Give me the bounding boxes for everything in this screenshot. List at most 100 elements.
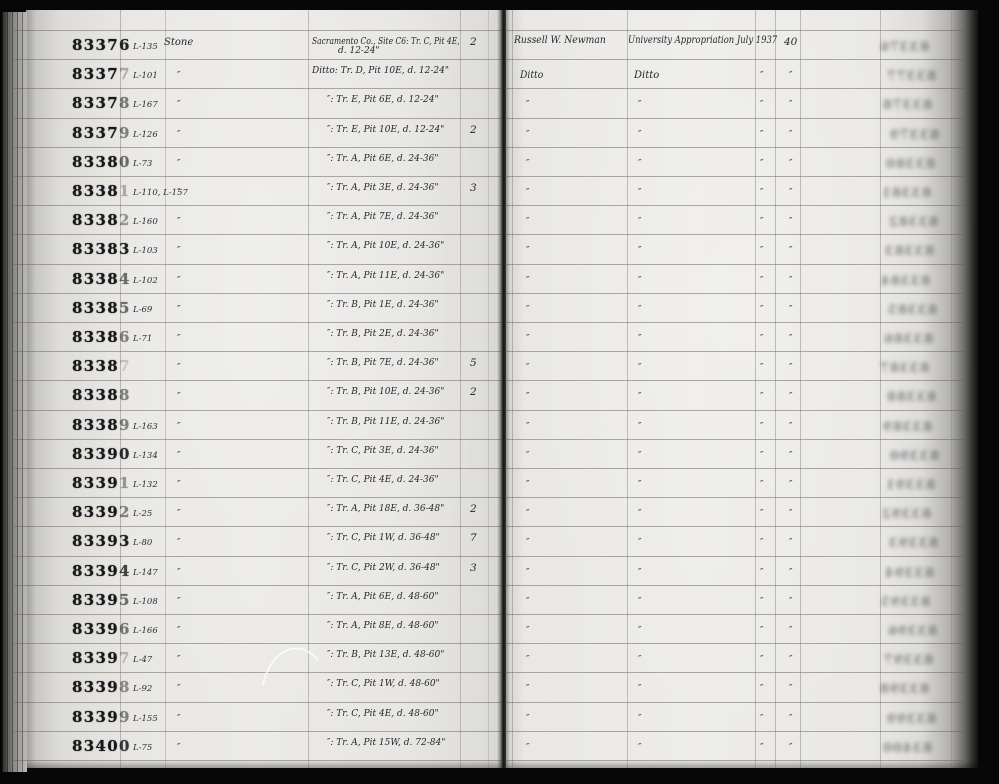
column8-ditto-mark: ″ (789, 479, 793, 490)
ledger-number-stamp: 83391 (72, 474, 131, 492)
ledger-number-faded-digit: 0 (118, 152, 131, 171)
column7-ditto-mark: ″ (760, 420, 764, 432)
description: ″: Tr. A, Pit 7E, d. 24-36" (327, 212, 439, 223)
acquisition-ditto-mark: ″ (638, 654, 642, 666)
description: ″: Tr. B, Pit 11E, d. 24-36" (327, 416, 445, 427)
collector-ditto-mark: ″ (526, 216, 530, 228)
ledger-number: 8340 (72, 736, 119, 755)
column7-ditto-mark: ″ (760, 245, 764, 257)
column7-ditto-mark: ″ (760, 625, 764, 636)
column7-ditto-mark: ″ (760, 362, 764, 374)
collector-ditto-mark: ″ (526, 683, 530, 695)
catalog-number: L-155 (133, 713, 158, 724)
ledger-number-faded-digit: 7 (118, 65, 131, 84)
column7-ditto-mark: ″ (760, 128, 764, 140)
ledger-number-faded-digit: 6 (118, 328, 131, 346)
ledger-number-stamp: 83377 (72, 65, 131, 83)
horizontal-rule-line (12, 497, 964, 499)
collector-ditto-mark: ″ (526, 362, 530, 374)
catalog-number: L-126 (133, 129, 158, 140)
ledger-number-faded-digit: 6 (118, 620, 131, 638)
acquisition-ditto-mark: ″ (638, 712, 642, 724)
ink-transfer-smudge: 83392 (881, 507, 932, 523)
ledger-number-faded-digit: 0 (118, 444, 131, 463)
ink-transfer-smudge: 83387 (879, 361, 930, 377)
ledger-number-faded-digit: 9 (118, 123, 131, 142)
acquisition-ditto-mark: ″ (638, 625, 642, 636)
collector-ditto-mark: ″ (526, 566, 530, 578)
ink-transfer-smudge: 83399 (886, 711, 937, 727)
ink-transfer-smudge: 83388 (886, 390, 937, 406)
horizontal-rule-line (12, 526, 964, 528)
ledger-number-faded-digit: 7 (118, 649, 131, 668)
ledger-number: 8339 (72, 532, 119, 551)
vertical-rule-line (308, 10, 309, 768)
catalog-number: L-102 (133, 275, 158, 286)
description: ″: Tr. E, Pit 6E, d. 12-24" (327, 95, 439, 106)
catalog-number: L-25 (133, 509, 153, 520)
vertical-rule-line (800, 10, 801, 768)
column8-ditto-mark: ″ (789, 216, 793, 228)
ledger-number-stamp: 83392 (72, 503, 131, 521)
column8-ditto-mark: ″ (789, 566, 793, 578)
object-ditto-mark: ″ (177, 128, 181, 140)
ink-transfer-smudge: 83383 (884, 244, 935, 260)
horizontal-rule-line (12, 672, 964, 674)
acquisition-ditto-mark: ″ (638, 333, 642, 344)
ledger-number-stamp: 83376 (72, 36, 131, 54)
ink-transfer-smudge: 83389 (882, 419, 933, 435)
object-ditto-mark: ″ (177, 712, 181, 724)
description: ″: Tr. C, Pit 1W, d. 36-48" (327, 533, 440, 544)
count: 5 (470, 357, 477, 370)
acquisition-source: Ditto (634, 70, 660, 82)
ink-transfer-smudge: 83395 (880, 594, 931, 610)
horizontal-rule-line (12, 234, 964, 236)
vertical-rule-line (460, 10, 461, 768)
horizontal-rule-line (12, 760, 964, 761)
ledger-number-stamp: 83387 (72, 357, 131, 375)
object-ditto-mark: ″ (177, 157, 181, 169)
object-ditto-mark: ″ (177, 216, 181, 228)
ledger-number-faded-digit: 4 (118, 269, 131, 288)
catalog-number: L-147 (133, 567, 158, 578)
column8-ditto-mark: ″ (789, 625, 793, 636)
ink-transfer-smudge: 83391 (885, 478, 936, 493)
vertical-rule-line (880, 10, 881, 768)
column8-ditto-mark: ″ (789, 70, 793, 82)
ledger-number: 8339 (72, 678, 119, 697)
catalog-number: L-75 (133, 742, 153, 753)
object-ditto-mark: ″ (177, 508, 181, 520)
acquisition-ditto-mark: ″ (638, 537, 642, 549)
collector-ditto-mark: ″ (526, 333, 530, 344)
acquisition-ditto-mark: ″ (638, 157, 642, 169)
catalog-number: L-71 (133, 334, 153, 344)
catalog-number: L-103 (133, 246, 158, 257)
ledger-number-faded-digit: 2 (118, 503, 131, 522)
collector-ditto-mark: ″ (526, 303, 530, 315)
horizontal-rule-line (12, 146, 964, 148)
collector-ditto-mark: ″ (526, 187, 530, 198)
ledger-number-stamp: 83385 (72, 299, 131, 317)
collector-ditto-mark: ″ (526, 99, 530, 111)
ink-transfer-smudge: 83396 (887, 624, 938, 639)
ink-transfer-smudge: 83397 (883, 653, 934, 669)
count: 2 (470, 503, 477, 516)
column7-ditto-mark: ″ (760, 99, 764, 111)
description: ″: Tr. C, Pit 2W, d. 36-48" (327, 562, 440, 573)
catalog-number: L-167 (133, 100, 158, 111)
column7-ditto-mark: ″ (760, 187, 764, 198)
column8-ditto-mark: ″ (789, 741, 793, 753)
object-ditto-mark: ″ (177, 625, 181, 636)
ledger-number: 8338 (72, 328, 119, 346)
ledger-number-faded-digit: 9 (118, 415, 131, 434)
collector-ditto-mark: ″ (526, 508, 530, 520)
description: ″: Tr. A, Pit 3E, d. 24-36" (327, 183, 439, 193)
ledger-number: 8339 (72, 590, 119, 609)
book-gutter (497, 10, 510, 768)
description: ″: Tr. A, Pit 6E, d. 24-36" (327, 153, 439, 164)
column8-ditto-mark: ″ (789, 274, 793, 286)
ledger-number-stamp: 83381 (72, 182, 131, 200)
column8-ditto-mark: ″ (789, 537, 793, 549)
column8-ditto-mark: ″ (789, 391, 793, 403)
